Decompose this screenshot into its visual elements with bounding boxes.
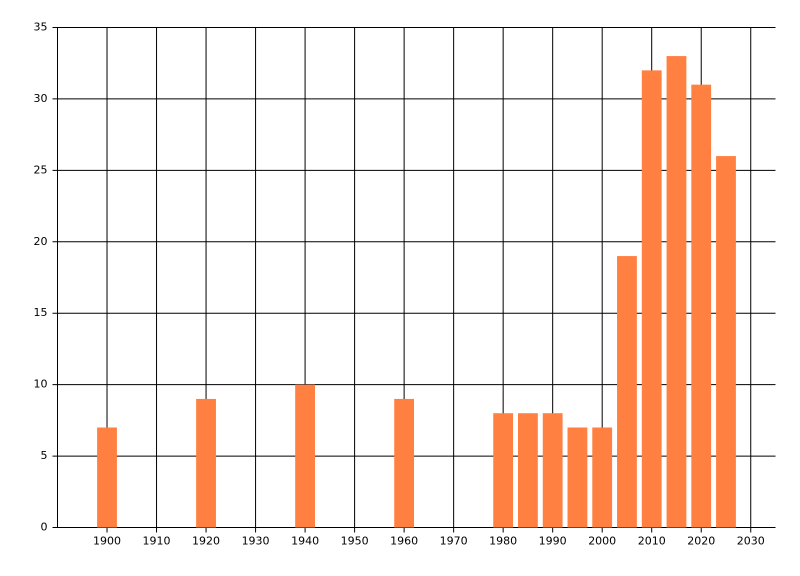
bar xyxy=(518,413,538,528)
bar xyxy=(295,384,315,528)
y-tick-label: 30 xyxy=(34,92,48,105)
x-tick-label: 1950 xyxy=(341,535,369,548)
bar xyxy=(617,256,637,528)
y-tick-label: 10 xyxy=(34,378,48,391)
y-tick-label: 15 xyxy=(34,306,48,319)
x-tick-label: 2000 xyxy=(588,535,616,548)
bar xyxy=(196,398,216,528)
y-tick-label: 35 xyxy=(34,21,48,34)
x-tick-label: 1920 xyxy=(192,535,220,548)
bar xyxy=(567,427,588,528)
y-tick-label: 20 xyxy=(34,235,48,248)
x-tick-label: 1930 xyxy=(242,535,270,548)
x-tick-label: 1900 xyxy=(93,535,121,548)
x-tick-label: 1960 xyxy=(390,535,418,548)
bar xyxy=(666,56,687,528)
x-tick-label: 1970 xyxy=(440,535,468,548)
bar xyxy=(716,156,736,528)
bar xyxy=(394,398,415,528)
bar xyxy=(592,427,613,528)
y-tick-label: 25 xyxy=(34,163,48,176)
bar xyxy=(641,70,662,528)
x-tick-label: 2020 xyxy=(687,535,715,548)
x-tick-label: 2010 xyxy=(638,535,666,548)
bar xyxy=(691,84,712,528)
bar xyxy=(97,427,117,528)
x-tick-label: 1940 xyxy=(291,535,319,548)
y-tick-label: 5 xyxy=(41,449,48,462)
x-tick-label: 1990 xyxy=(539,535,567,548)
x-tick-label: 1910 xyxy=(143,535,171,548)
x-tick-label: 1980 xyxy=(489,535,517,548)
x-tick-label: 2030 xyxy=(737,535,765,548)
y-tick-label: 0 xyxy=(41,521,48,534)
bar xyxy=(542,413,563,528)
bar xyxy=(493,413,514,528)
